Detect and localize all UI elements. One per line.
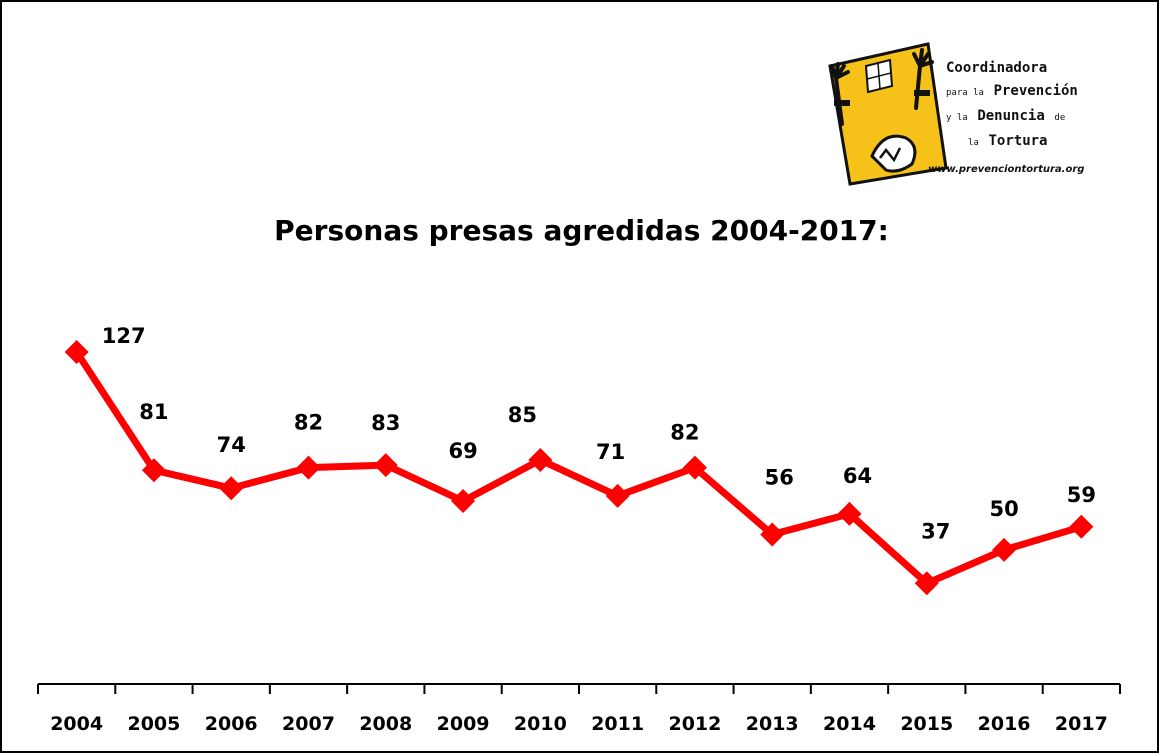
data-point-2011 (605, 483, 630, 508)
x-tick-label-2007: 2007 (282, 713, 335, 735)
x-tick-label-2010: 2010 (514, 713, 567, 735)
data-point-2010 (528, 447, 553, 472)
logo-text: Coordinadora para la Prevención y la Den… (946, 56, 1078, 154)
chart-title: Personas presas agredidas 2004-2017: (274, 214, 889, 247)
x-tick-label-2008: 2008 (359, 713, 412, 735)
x-tick-label-2013: 2013 (746, 713, 799, 735)
data-point-2016 (992, 537, 1017, 562)
data-point-2006 (219, 476, 244, 501)
x-tick-label-2014: 2014 (823, 713, 876, 735)
logo-line-4-word: Tortura (988, 133, 1048, 149)
logo-emblem-icon (828, 42, 948, 186)
data-label-2005: 81 (139, 400, 168, 424)
data-label-2017: 59 (1067, 483, 1096, 507)
data-markers (64, 340, 1094, 596)
data-point-2004 (64, 340, 89, 364)
data-label-2012: 82 (670, 421, 699, 445)
x-tick-label-2009: 2009 (437, 713, 490, 735)
logo-line-3-prefix: y la (946, 113, 968, 123)
data-label-2014: 64 (843, 464, 872, 488)
logo-line-1: Coordinadora (946, 60, 1048, 76)
x-tick-label-2011: 2011 (591, 713, 644, 735)
logo-line-2-prefix: para la (946, 88, 984, 98)
logo-line-3-word: Denuncia (977, 108, 1045, 124)
series-line (73, 350, 1083, 587)
data-point-2007 (296, 455, 321, 480)
x-tick-label-2017: 2017 (1055, 713, 1108, 735)
x-tick-label-2015: 2015 (900, 713, 953, 735)
data-label-2008: 83 (371, 411, 400, 435)
data-label-2015: 37 (921, 519, 950, 543)
x-tick-label-2005: 2005 (127, 713, 180, 735)
data-point-2014 (837, 501, 862, 526)
data-label-2011: 71 (596, 440, 625, 464)
x-tick-label-2016: 2016 (978, 713, 1031, 735)
data-label-2004: 127 (102, 324, 146, 348)
logo-url: www.prevenciontortura.org (928, 164, 1085, 175)
x-axis (37, 683, 1121, 694)
x-tick-labels: 2004 2005 2006 2007 2008 2009 2010 2011 2012 2013… (50, 713, 1108, 735)
data-label-2006: 74 (217, 433, 246, 457)
data-label-2013: 56 (765, 465, 794, 489)
organization-logo: Coordinadora para la Prevención y la Den… (828, 38, 1118, 188)
data-point-2009 (451, 489, 476, 514)
data-label-2009: 69 (448, 439, 477, 463)
x-tick-label-2004: 2004 (50, 713, 103, 735)
data-point-2015 (914, 571, 939, 596)
logo-line-2-word: Prevención (993, 83, 1078, 99)
logo-line-3-suffix: de (1054, 113, 1066, 123)
x-tick-label-2012: 2012 (668, 713, 721, 735)
series-line-layer (73, 350, 1083, 587)
data-point-2005 (141, 458, 166, 483)
data-point-2008 (373, 453, 398, 478)
data-point-2017 (1069, 514, 1094, 539)
data-point-2012 (682, 455, 707, 480)
data-label-2010: 85 (508, 403, 537, 427)
data-label-2007: 82 (294, 411, 323, 435)
data-label-2016: 50 (989, 497, 1018, 521)
data-labels: 127 81 74 82 83 69 85 71 82 56 64 37 50 59 (102, 324, 1096, 543)
logo-line-4-prefix: la (968, 138, 979, 148)
x-tick-label-2006: 2006 (205, 713, 258, 735)
data-point-2013 (760, 522, 785, 547)
